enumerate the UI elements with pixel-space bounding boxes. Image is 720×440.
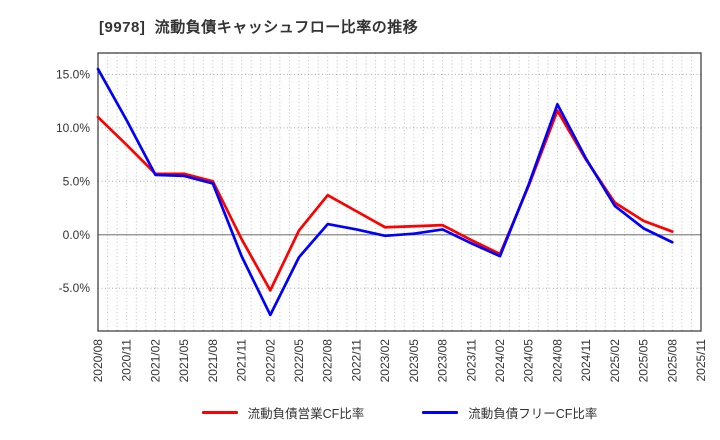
x-tick-label: 2022/11	[349, 339, 363, 382]
y-tick-label: -5.0%	[59, 281, 91, 295]
x-tick-label: 2021/05	[177, 339, 191, 383]
plot-border	[97, 52, 702, 332]
x-tick-label: 2024/05	[522, 339, 536, 383]
chart-title: [9978] 流動負債キャッシュフロー比率の推移	[99, 19, 419, 36]
x-tick-label: 2022/05	[292, 339, 306, 383]
legend-item-operating-cf: 流動負債営業CF比率	[201, 403, 365, 422]
legend-item-free-cf: 流動負債フリーCF比率	[422, 403, 597, 422]
y-tick-label: 0.0%	[63, 228, 91, 242]
legend-label-operating-cf: 流動負債営業CF比率	[247, 407, 365, 421]
x-tick-label: 2022/08	[321, 339, 335, 383]
y-tick-label: 15.0%	[56, 67, 90, 81]
legend-line-red-icon	[201, 411, 238, 414]
x-tick-label: 2024/02	[493, 339, 507, 383]
x-tick-label: 2021/11	[235, 339, 249, 382]
series-line-free-cf	[96, 67, 674, 317]
x-tick-label: 2024/08	[550, 339, 564, 383]
x-tick-label: 2020/11	[120, 339, 134, 382]
x-tick-label: 2025/05	[637, 339, 651, 383]
legend-line-blue-icon	[422, 411, 459, 414]
y-gridlines	[98, 73, 701, 289]
y-tick-label: 10.0%	[56, 121, 90, 135]
x-tick-label: 2022/02	[263, 339, 277, 383]
x-tick-label: 2025/08	[665, 339, 679, 383]
x-tick-labels: 2020/08 2020/11 2021/02 2021/05 2021/08 2021/…	[91, 339, 708, 383]
x-tick-label: 2021/02	[148, 339, 162, 383]
x-tick-label: 2023/11	[464, 339, 478, 382]
y-tick-label: 5.0%	[63, 174, 91, 188]
x-tick-label: 2021/08	[206, 339, 220, 383]
x-tick-label: 2024/11	[579, 339, 593, 382]
x-tick-label: 2023/02	[378, 339, 392, 383]
x-tick-label: 2020/08	[91, 339, 105, 383]
x-tick-label: 2023/05	[407, 339, 421, 383]
chart-legend: 流動負債営業CF比率 流動負債フリーCF比率	[98, 403, 701, 422]
legend-label-free-cf: 流動負債フリーCF比率	[468, 407, 598, 421]
x-tick-label: 2023/08	[436, 339, 450, 383]
x-tick-label: 2025/02	[608, 339, 622, 383]
x-tick-label: 2025/11	[694, 339, 708, 382]
x-gridlines	[107, 53, 692, 331]
y-tick-labels: 15.0% 10.0% 5.0% 0.0% -5.0%	[56, 67, 90, 295]
